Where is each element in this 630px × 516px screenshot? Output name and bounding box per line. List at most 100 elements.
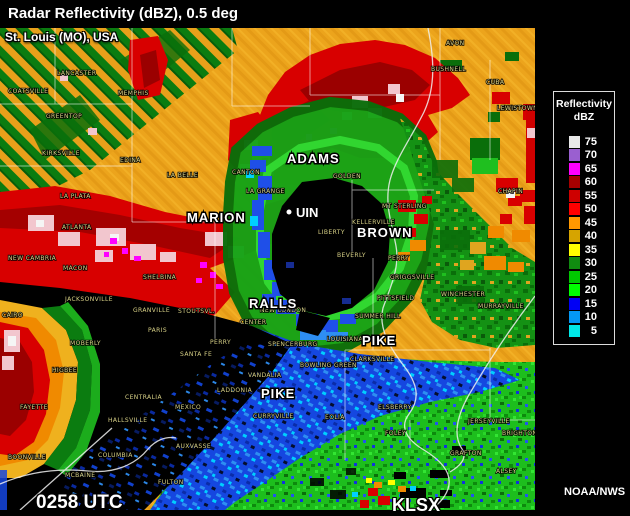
town-label: CURRYVILLE xyxy=(253,413,294,420)
legend-swatch xyxy=(569,297,580,310)
town-label: LANCASTER xyxy=(57,70,96,77)
city-label: UIN xyxy=(296,205,318,220)
town-label: JERSEYVILLE xyxy=(467,418,510,425)
town-label: NEW LONDON xyxy=(260,307,306,314)
map-labels: LANCASTER COATSVILLE MEMPHIS GREENTOP KIRKSV… xyxy=(1,39,538,487)
legend-value: 35 xyxy=(584,243,597,256)
county-label: PIKE xyxy=(362,333,396,348)
county-borders xyxy=(0,28,535,460)
legend-row: 30 xyxy=(554,257,614,271)
legend-row: 15 xyxy=(554,297,614,311)
legend-swatch xyxy=(569,189,580,202)
radar-echo-green-streaks xyxy=(0,28,238,215)
legend-row: 55 xyxy=(554,189,614,203)
legend-value: 30 xyxy=(584,257,597,270)
legend-row: 45 xyxy=(554,216,614,230)
town-label: MEMPHIS xyxy=(118,90,149,97)
legend-swatch xyxy=(569,243,580,256)
town-label: PERRY xyxy=(210,339,231,346)
town-label: GRANVILLE xyxy=(133,307,170,314)
legend-value: 55 xyxy=(584,189,597,202)
town-label: GOLDEN xyxy=(333,173,361,180)
town-label: CHAPIN xyxy=(498,188,523,195)
town-label: CLARKSVILLE xyxy=(350,356,394,363)
town-label: HIGBEE xyxy=(52,367,77,374)
town-label: VANDALIA xyxy=(248,372,282,379)
city-dot xyxy=(285,208,293,216)
county-label: RALLS xyxy=(249,296,297,311)
legend-row: 25 xyxy=(554,270,614,284)
town-label: JACKSONVILLE xyxy=(64,296,113,303)
town-label: CANTON xyxy=(232,169,260,176)
town-label: PARIS xyxy=(148,327,167,334)
town-label: CENTER xyxy=(240,319,267,326)
town-label: COLUMBIA xyxy=(98,452,133,459)
town-label: EOLIA xyxy=(325,414,345,421)
town-label: FOLEY xyxy=(385,430,406,437)
town-label: PITTSFIELD xyxy=(377,295,414,302)
legend-title: Reflectivity dBZ xyxy=(555,98,613,123)
town-label: KELLERVILLE xyxy=(352,219,395,226)
echo-band-east xyxy=(398,118,535,348)
legend-swatch xyxy=(569,162,580,175)
page-title: Radar Reflectivity (dBZ), 0.5 deg xyxy=(8,5,239,22)
legend-swatch xyxy=(569,257,580,270)
town-label: MT STERLING xyxy=(382,203,427,210)
legend-value: 10 xyxy=(584,311,597,324)
town-label: FAYETTE xyxy=(20,404,48,411)
legend-swatch xyxy=(569,216,580,229)
town-label: BUSHNELL xyxy=(431,66,466,73)
legend-value: 65 xyxy=(584,162,597,175)
town-label: BOWLING GREEN xyxy=(300,362,357,369)
town-label: COATSVILLE xyxy=(8,88,48,95)
town-label: CAIRO xyxy=(2,312,23,319)
town-label: MEXICO xyxy=(175,404,201,411)
town-label: ATLANTA xyxy=(62,224,92,231)
legend-swatch xyxy=(569,230,580,243)
legend-value: 60 xyxy=(584,176,597,189)
legend-row: 70 xyxy=(554,149,614,163)
title-bar: Radar Reflectivity (dBZ), 0.5 deg xyxy=(0,0,630,28)
legend-row: 5 xyxy=(554,324,614,338)
legend-swatch xyxy=(569,311,580,324)
town-label: CUBA xyxy=(486,79,505,86)
town-label: LA BELLE xyxy=(167,172,198,179)
legend-value: 75 xyxy=(584,135,597,148)
legend-value: 25 xyxy=(584,270,597,283)
legend-value: 45 xyxy=(584,216,597,229)
town-label: ELSBERRY xyxy=(378,404,412,411)
legend-value: 5 xyxy=(590,324,597,337)
echo-ring-center xyxy=(223,96,442,358)
town-label: AUXVASSE xyxy=(176,443,211,450)
county-label: ADAMS xyxy=(287,151,340,166)
radar-site-id: KLSX xyxy=(392,495,441,515)
legend-swatch xyxy=(569,176,580,189)
legend-row: 20 xyxy=(554,284,614,298)
county-label: BROWN xyxy=(357,225,413,240)
county-label: MARION xyxy=(187,210,246,225)
town-label: GRIGGSVILLE xyxy=(390,274,434,281)
legend-row: 60 xyxy=(554,176,614,190)
town-label: SHELBINA xyxy=(143,274,177,281)
radar-map: LANCASTER COATSVILLE MEMPHIS GREENTOP KIRKSV… xyxy=(0,27,538,511)
legend-swatch xyxy=(569,135,580,148)
town-label: FULTON xyxy=(158,479,184,486)
town-label: LIBERTY xyxy=(318,229,345,236)
town-label: LEWISTOWN xyxy=(497,105,535,112)
county-label: PIKE xyxy=(261,386,295,401)
reflectivity-legend: Reflectivity dBZ 75 70 65 60 55 50 45 40 35 30 25 2… xyxy=(553,91,615,345)
town-label: CENTRALIA xyxy=(125,394,162,401)
town-label: SUMMER HILL xyxy=(355,313,401,320)
legend-row: 65 xyxy=(554,162,614,176)
town-label: BRIGHTON xyxy=(502,430,535,437)
legend-swatch xyxy=(569,149,580,162)
storm-band-southwest xyxy=(0,300,100,510)
town-label: MOBERLY xyxy=(70,340,101,347)
station-label: St. Louis (MO), USA xyxy=(5,30,119,44)
town-label: NEW CAMBRIA xyxy=(8,255,57,262)
legend-value: 20 xyxy=(584,284,597,297)
noaa-nws-credit: NOAA/NWS xyxy=(564,486,626,498)
town-label: MACON xyxy=(63,265,88,272)
town-label: BOONVILLE xyxy=(8,454,46,461)
